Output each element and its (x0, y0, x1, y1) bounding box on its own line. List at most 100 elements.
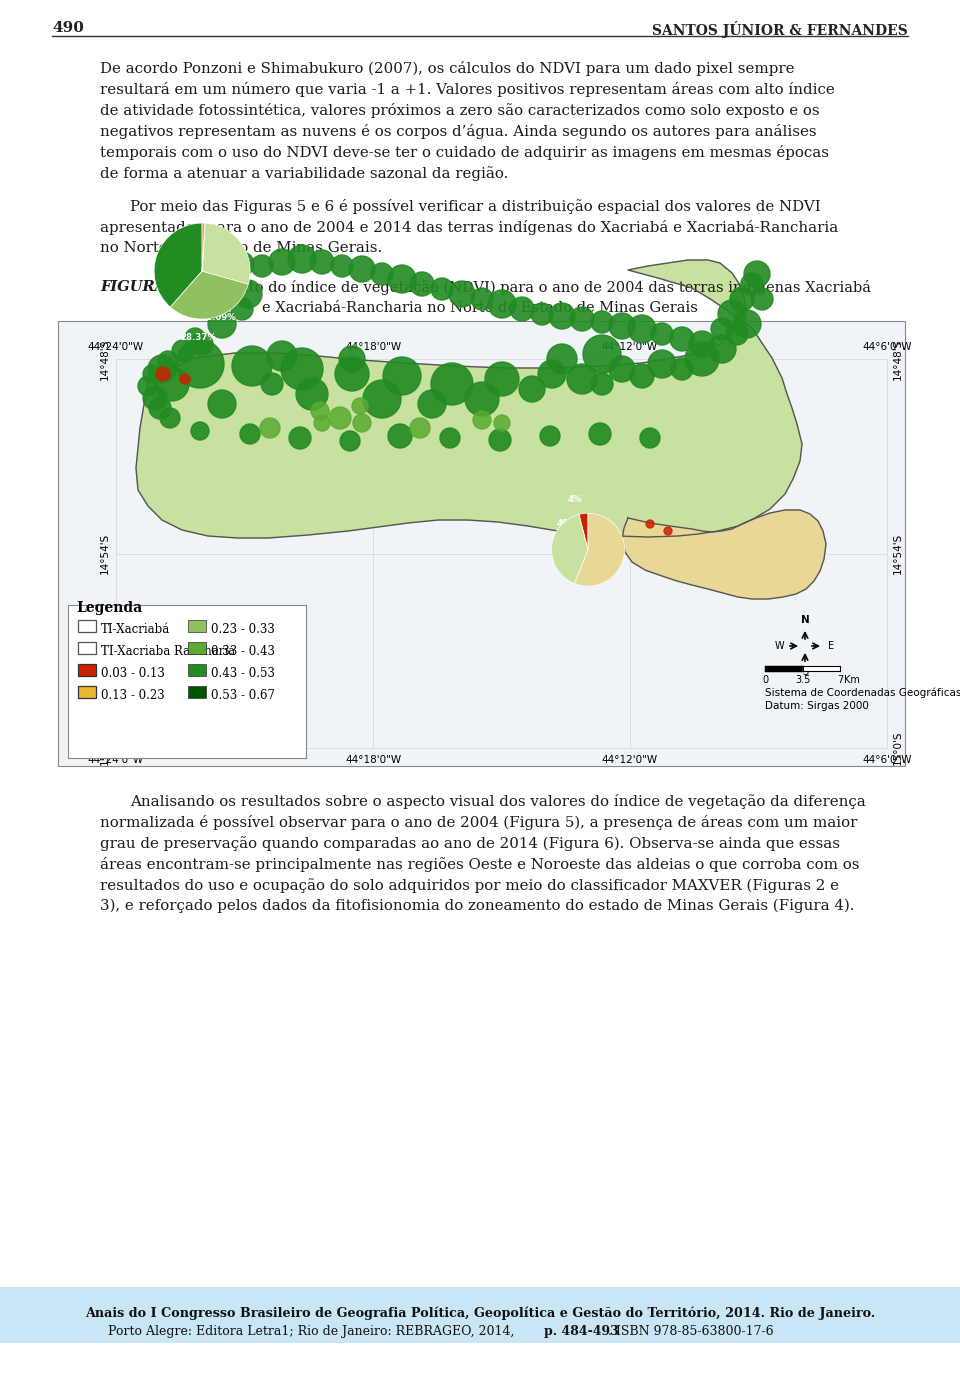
Circle shape (410, 418, 430, 438)
Circle shape (339, 345, 365, 372)
Circle shape (353, 414, 371, 432)
Circle shape (609, 356, 635, 383)
Bar (188, 643, 206, 654)
Circle shape (589, 422, 611, 444)
Circle shape (449, 281, 475, 307)
Text: 44°6'0"W: 44°6'0"W (862, 343, 912, 352)
Text: TI-Xacriaba Rancharia: TI-Xacriaba Rancharia (101, 645, 235, 658)
Circle shape (155, 367, 189, 400)
Text: 44°24'0"W: 44°24'0"W (88, 343, 144, 352)
Circle shape (609, 312, 635, 338)
Circle shape (185, 327, 205, 348)
Text: áreas encontram-se principalmente nas regiões Oeste e Noroeste das aldeias o que: áreas encontram-se principalmente nas re… (100, 857, 859, 872)
Circle shape (473, 411, 491, 429)
Circle shape (158, 351, 178, 372)
Text: 38.46%: 38.46% (162, 301, 198, 311)
Text: 0.53 - 0.67: 0.53 - 0.67 (211, 689, 275, 702)
Circle shape (269, 249, 295, 275)
Bar (78, 687, 96, 698)
Wedge shape (203, 223, 204, 271)
Circle shape (289, 427, 311, 449)
Circle shape (180, 374, 190, 384)
Circle shape (329, 407, 351, 429)
Circle shape (591, 311, 613, 333)
Circle shape (664, 527, 672, 535)
Text: apresentados para o ano de 2004 e 2014 das terras indígenas do Xacriabá e Xacria: apresentados para o ano de 2004 e 2014 d… (100, 220, 838, 235)
Circle shape (591, 373, 613, 395)
Bar (78, 621, 96, 632)
Text: 44°6'0"W: 44°6'0"W (862, 755, 912, 765)
Text: temporais com o uso do NDVI deve-se ter o cuidado de adquirir as imagens em mesm: temporais com o uso do NDVI deve-se ter … (100, 144, 829, 160)
Text: 40%: 40% (557, 520, 577, 528)
Text: 0.23 - 0.33: 0.23 - 0.33 (211, 623, 275, 636)
Circle shape (744, 261, 770, 288)
Circle shape (352, 398, 368, 414)
Circle shape (733, 310, 761, 338)
Circle shape (288, 245, 316, 272)
Circle shape (418, 389, 446, 418)
Circle shape (191, 422, 209, 440)
Circle shape (208, 389, 236, 418)
Text: S: S (802, 667, 808, 677)
Circle shape (718, 300, 746, 327)
Text: 32.09%: 32.09% (200, 314, 236, 322)
Text: 0.43 - 0.53: 0.43 - 0.53 (211, 667, 275, 680)
Circle shape (547, 344, 577, 374)
Circle shape (689, 332, 715, 356)
Text: 56%: 56% (589, 524, 611, 534)
Circle shape (510, 297, 534, 321)
Circle shape (335, 356, 369, 391)
Circle shape (349, 256, 375, 282)
Bar (0, 1287, 960, 1343)
Circle shape (251, 255, 273, 277)
Text: 44°18'0"W: 44°18'0"W (345, 343, 401, 352)
Circle shape (670, 327, 694, 351)
Text: 0.33 - 0.43: 0.33 - 0.43 (211, 645, 275, 658)
Text: Datum: Sirgas 2000: Datum: Sirgas 2000 (765, 700, 869, 711)
Text: Por meio das Figuras 5 e 6 é possível verificar a distribuição espacial dos valo: Por meio das Figuras 5 e 6 é possível ve… (130, 200, 821, 215)
Text: resultados do uso e ocupação do solo adquiridos por meio do classificador MAXVER: resultados do uso e ocupação do solo adq… (100, 878, 839, 893)
Circle shape (231, 299, 253, 321)
Circle shape (148, 355, 176, 383)
Text: Legenda: Legenda (76, 601, 142, 615)
Text: 3.5: 3.5 (795, 676, 810, 685)
Circle shape (531, 303, 553, 325)
Wedge shape (575, 513, 624, 586)
Circle shape (234, 279, 262, 308)
Bar (78, 665, 96, 676)
Circle shape (281, 348, 323, 389)
Circle shape (191, 333, 213, 355)
Text: 0.13 - 0.23: 0.13 - 0.23 (101, 689, 165, 702)
Circle shape (431, 363, 473, 405)
Circle shape (538, 361, 566, 388)
Circle shape (685, 343, 719, 376)
Text: Porto Alegre: Editora Letra1; Rio de Janeiro: REBRAGEO, 2014,: Porto Alegre: Editora Letra1; Rio de Jan… (108, 1325, 518, 1337)
Circle shape (363, 380, 401, 418)
Text: 490: 490 (52, 21, 84, 34)
Text: 3), e reforçado pelos dados da fitofisionomia do zoneamento do estado de Minas G: 3), e reforçado pelos dados da fitofisio… (100, 899, 854, 914)
Text: no Norte do Estado de Minas Gerais.: no Norte do Estado de Minas Gerais. (100, 241, 382, 255)
Text: N: N (801, 615, 809, 625)
Text: 44°12'0"W: 44°12'0"W (602, 343, 658, 352)
Bar (68, 605, 306, 758)
Circle shape (383, 356, 421, 395)
Polygon shape (622, 510, 826, 599)
Circle shape (570, 307, 594, 332)
Text: 0: 0 (762, 676, 768, 685)
Circle shape (708, 334, 736, 363)
Wedge shape (203, 223, 205, 271)
Bar (188, 665, 206, 676)
Circle shape (296, 378, 328, 410)
Text: 0.03 - 0.13: 0.03 - 0.13 (101, 667, 165, 680)
Circle shape (143, 387, 167, 410)
Circle shape (160, 409, 180, 428)
Text: 44°24'0"W: 44°24'0"W (88, 755, 144, 765)
Circle shape (340, 431, 360, 451)
Circle shape (310, 250, 334, 274)
Circle shape (156, 367, 170, 381)
Text: e Xacriabá-Rancharia no Norte do Estado de Minas Gerais: e Xacriabá-Rancharia no Norte do Estado … (262, 301, 698, 315)
Circle shape (671, 358, 693, 380)
Text: Anais do I Congresso Brasileiro de Geografia Política, Geopolítica e Gestão do T: Anais do I Congresso Brasileiro de Geogr… (84, 1306, 876, 1320)
Circle shape (240, 424, 260, 444)
Circle shape (267, 341, 297, 372)
